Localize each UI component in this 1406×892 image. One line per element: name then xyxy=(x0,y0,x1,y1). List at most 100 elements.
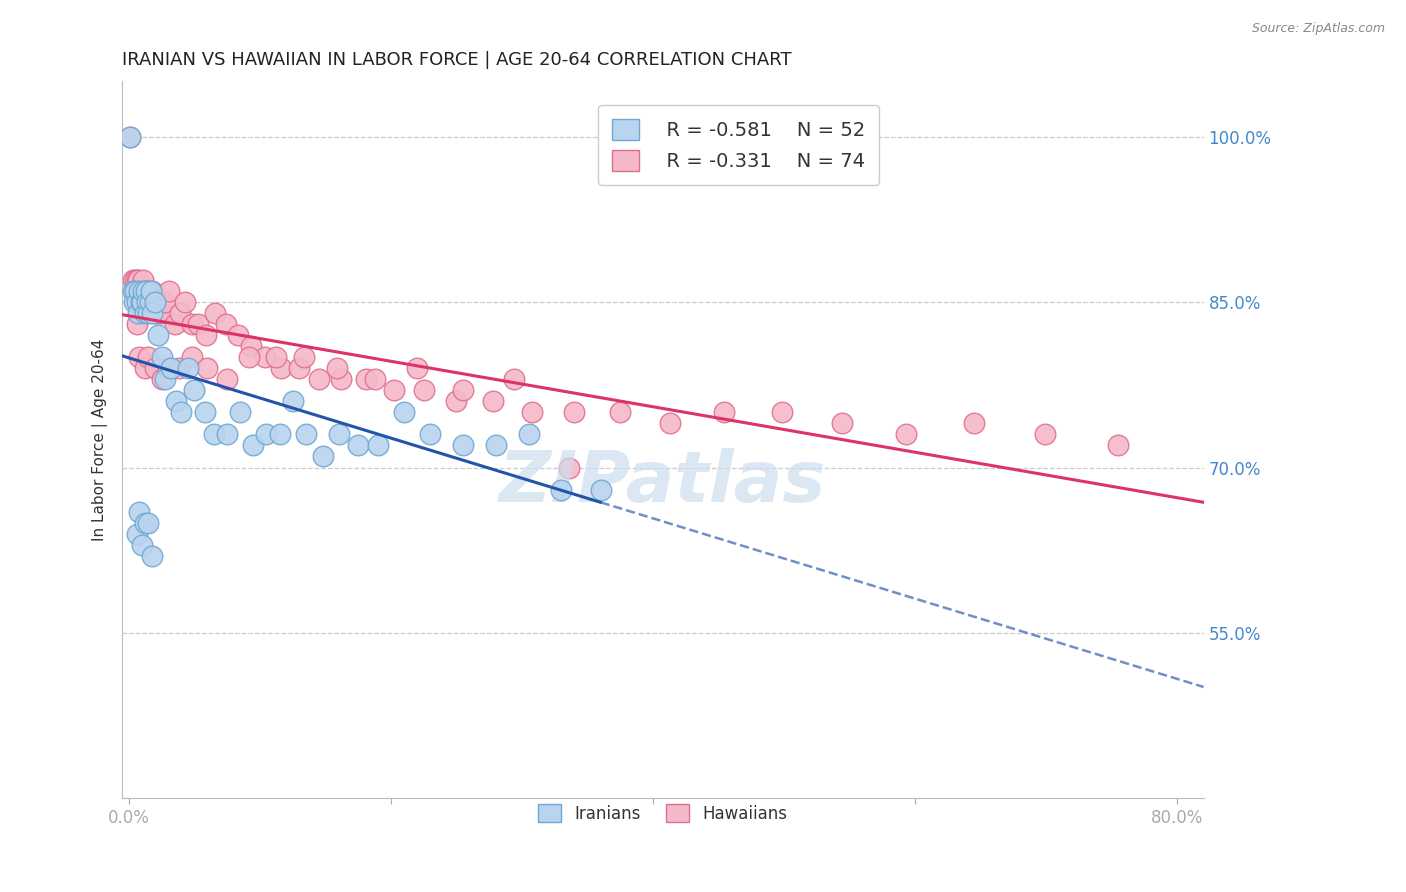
Point xyxy=(128,505,150,519)
Point xyxy=(174,295,197,310)
Point xyxy=(124,284,146,298)
Point xyxy=(392,405,415,419)
Point xyxy=(347,438,370,452)
Point xyxy=(134,361,156,376)
Point xyxy=(308,372,330,386)
Point xyxy=(242,438,264,452)
Point xyxy=(326,361,349,376)
Point xyxy=(194,405,217,419)
Point xyxy=(155,372,177,386)
Point xyxy=(132,284,155,298)
Point xyxy=(157,361,180,376)
Point xyxy=(482,394,505,409)
Point xyxy=(136,295,159,310)
Point xyxy=(1107,438,1129,452)
Point xyxy=(238,350,260,364)
Point xyxy=(141,306,163,320)
Point xyxy=(254,350,277,364)
Point xyxy=(217,427,239,442)
Point xyxy=(134,306,156,320)
Point xyxy=(229,405,252,419)
Point xyxy=(155,295,177,310)
Point xyxy=(169,306,191,320)
Point xyxy=(522,405,544,419)
Point xyxy=(138,516,160,530)
Point xyxy=(128,284,150,298)
Point xyxy=(239,339,262,353)
Point xyxy=(142,295,165,310)
Point xyxy=(136,295,159,310)
Point xyxy=(503,372,526,386)
Point xyxy=(138,284,160,298)
Y-axis label: In Labor Force | Age 20-64: In Labor Force | Age 20-64 xyxy=(93,339,108,541)
Point xyxy=(183,384,205,398)
Point xyxy=(125,526,148,541)
Point xyxy=(135,284,157,298)
Point xyxy=(589,483,612,497)
Point xyxy=(122,284,145,298)
Point xyxy=(202,427,225,442)
Point xyxy=(270,361,292,376)
Point xyxy=(125,273,148,287)
Point xyxy=(120,129,142,144)
Point xyxy=(128,350,150,364)
Point xyxy=(517,427,540,442)
Point xyxy=(159,361,181,376)
Point xyxy=(125,295,148,310)
Point xyxy=(127,273,149,287)
Point xyxy=(157,284,180,298)
Point xyxy=(127,306,149,320)
Point xyxy=(354,372,377,386)
Point xyxy=(124,273,146,287)
Point xyxy=(328,427,350,442)
Point xyxy=(419,427,441,442)
Point xyxy=(150,350,173,364)
Point xyxy=(135,284,157,298)
Point xyxy=(139,284,162,298)
Point xyxy=(254,427,277,442)
Point xyxy=(128,284,150,298)
Point xyxy=(226,328,249,343)
Point xyxy=(134,295,156,310)
Point xyxy=(204,306,226,320)
Point xyxy=(1033,427,1056,442)
Point xyxy=(294,350,316,364)
Point xyxy=(121,284,143,298)
Point xyxy=(713,405,735,419)
Point xyxy=(180,317,202,331)
Point xyxy=(129,295,152,310)
Point xyxy=(146,306,169,320)
Point xyxy=(963,417,986,431)
Point xyxy=(412,384,434,398)
Point xyxy=(609,405,631,419)
Point xyxy=(131,284,153,298)
Point xyxy=(141,549,163,563)
Point xyxy=(364,372,387,386)
Point xyxy=(120,129,142,144)
Point xyxy=(288,361,311,376)
Point xyxy=(138,306,160,320)
Point xyxy=(187,317,209,331)
Point xyxy=(167,361,190,376)
Point xyxy=(312,450,335,464)
Point xyxy=(134,516,156,530)
Point xyxy=(406,361,429,376)
Point xyxy=(138,350,160,364)
Point xyxy=(139,295,162,310)
Point xyxy=(139,295,162,310)
Point xyxy=(121,273,143,287)
Point xyxy=(131,538,153,552)
Point xyxy=(197,361,219,376)
Point xyxy=(165,394,187,409)
Point xyxy=(131,295,153,310)
Point xyxy=(125,317,148,331)
Point xyxy=(564,405,586,419)
Point xyxy=(129,295,152,310)
Point xyxy=(382,384,405,398)
Point xyxy=(141,284,163,298)
Point xyxy=(180,350,202,364)
Point xyxy=(446,394,468,409)
Point xyxy=(330,372,353,386)
Point xyxy=(177,361,200,376)
Point xyxy=(264,350,287,364)
